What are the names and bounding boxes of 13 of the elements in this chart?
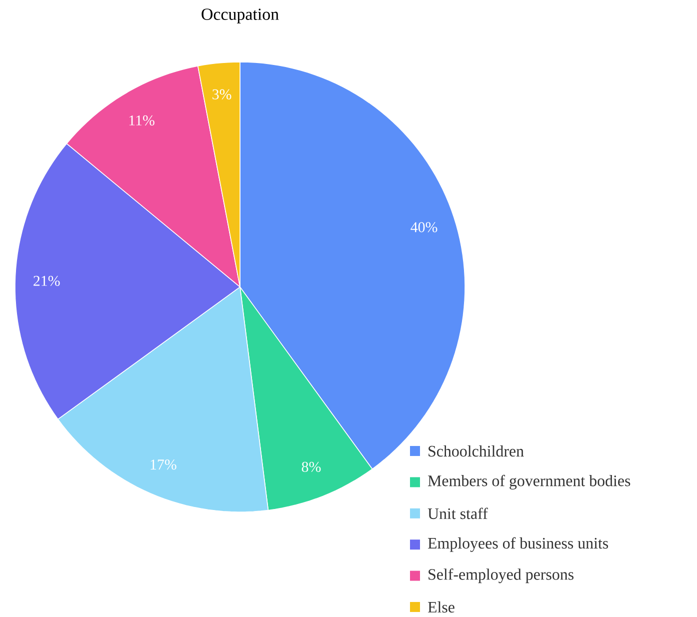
data-label: 21%	[34, 276, 60, 286]
data-label: 8%	[302, 462, 321, 472]
legend-label: Members of government bodies	[428, 474, 630, 490]
chart-title: Occupation	[202, 8, 279, 24]
data-label: 11%	[129, 115, 154, 126]
data-label: 3%	[212, 89, 232, 100]
legend-label: Unit staff	[428, 508, 488, 520]
legend-label: Else	[428, 601, 454, 613]
data-label: 17%	[150, 460, 176, 470]
legend-label: Self-employed persons	[428, 568, 574, 584]
legend-label: Schoolchildren	[428, 445, 524, 457]
data-label: 40%	[410, 222, 438, 232]
legend-label: Employees of business units	[428, 537, 608, 552]
